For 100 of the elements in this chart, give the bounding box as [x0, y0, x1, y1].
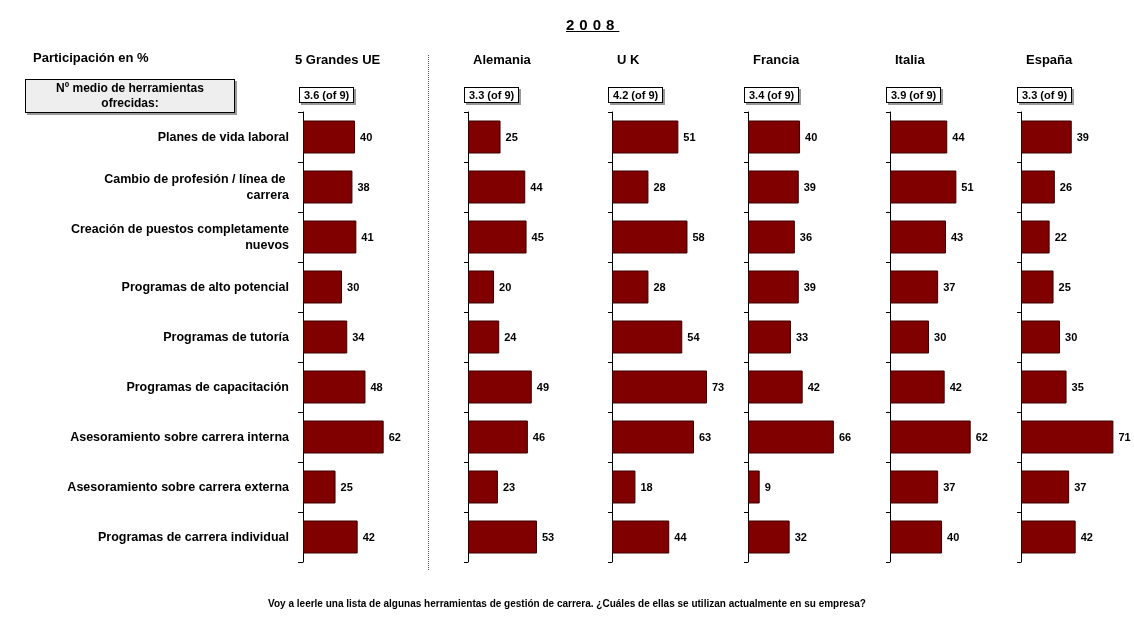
data-label: 24	[504, 331, 518, 343]
bar	[612, 270, 649, 304]
chart-title: Italia	[895, 52, 926, 67]
data-label: 46	[532, 431, 546, 443]
y-tick-label: Cambio de profesión / línea de carrera	[104, 172, 291, 202]
chart-title: Alemania	[473, 52, 532, 67]
bar	[890, 220, 946, 254]
bar	[612, 220, 688, 254]
y-tick-label: Programas de alto potencial	[121, 280, 289, 294]
data-label: 23	[502, 481, 516, 493]
bar	[1021, 420, 1114, 454]
data-label: 71	[1118, 431, 1131, 443]
bar	[468, 320, 500, 354]
bar	[890, 320, 930, 354]
bar	[303, 320, 348, 354]
bar	[748, 520, 790, 554]
data-label: 73	[712, 381, 725, 393]
data-label: 53	[541, 531, 555, 543]
data-label: 42	[1080, 531, 1093, 543]
bar	[890, 120, 948, 154]
bar	[468, 420, 528, 454]
bar	[468, 270, 495, 304]
data-label: 39	[803, 181, 816, 193]
chart-title: Francia	[753, 52, 801, 67]
data-label: 40	[805, 131, 818, 143]
bar	[612, 320, 683, 354]
data-label: 42	[362, 531, 375, 543]
data-label: 39	[1076, 131, 1089, 143]
text: 4.2 (of 9)	[608, 87, 664, 103]
data-label: 58	[692, 231, 705, 243]
data-label: 42	[949, 381, 962, 393]
y-tick-label: Creación de puestos completamente nuevos	[70, 222, 290, 252]
bar	[748, 170, 799, 204]
data-label: 26	[1059, 181, 1073, 193]
y-tick-label: Programas de capacitación	[126, 380, 289, 394]
data-label: 54	[687, 331, 701, 343]
data-label: 28	[653, 181, 666, 193]
data-label: 28	[653, 281, 666, 293]
data-label: 51	[683, 131, 696, 143]
bar	[1021, 120, 1072, 154]
text: 3.6 (of 9)	[299, 87, 355, 103]
data-label: 62	[975, 431, 988, 443]
text: 3.4 (of 9)	[744, 87, 800, 103]
bar	[1021, 470, 1070, 504]
bar	[748, 320, 791, 354]
chart-title: España	[1026, 52, 1074, 67]
bar	[468, 120, 501, 154]
bar	[303, 470, 336, 504]
data-label: 66	[838, 431, 852, 443]
data-label: 30	[934, 331, 947, 343]
bar	[748, 470, 760, 504]
data-label: 37	[1074, 481, 1087, 493]
bar	[890, 170, 957, 204]
bar	[303, 170, 353, 204]
data-label: 51	[961, 181, 974, 193]
data-label: 48	[370, 381, 383, 393]
data-label: 33	[795, 331, 809, 343]
bar	[303, 420, 384, 454]
data-label: 45	[531, 231, 544, 243]
bar	[468, 470, 498, 504]
data-label: 20	[499, 281, 512, 293]
y-tick-label: Asesoramiento sobre carrera externa	[67, 480, 291, 494]
data-label: 37	[943, 281, 956, 293]
y-tick-label: Programas de tutoría	[163, 330, 291, 344]
bar	[1021, 370, 1067, 404]
bar	[303, 120, 356, 154]
text: 3.3 (of 9)	[1017, 87, 1073, 103]
text: 3.3 (of 9)	[464, 87, 520, 103]
bar	[468, 220, 527, 254]
bar	[468, 170, 526, 204]
bar	[890, 420, 971, 454]
bar	[1021, 170, 1055, 204]
bar	[303, 370, 366, 404]
data-label: 63	[698, 431, 712, 443]
bar	[612, 170, 649, 204]
bar	[468, 370, 532, 404]
data-label: 49	[536, 381, 550, 393]
data-label: 36	[799, 231, 813, 243]
bar	[1021, 320, 1061, 354]
bar	[748, 270, 799, 304]
data-label: 44	[952, 131, 966, 143]
bar	[612, 470, 636, 504]
bar	[890, 270, 939, 304]
y-tick-label: Planes de vida laboral	[157, 130, 289, 144]
bar	[748, 220, 795, 254]
data-label: 62	[388, 431, 401, 443]
data-label: 40	[360, 131, 373, 143]
data-label: 35	[1071, 381, 1084, 393]
data-label: 18	[640, 481, 653, 493]
data-label: 39	[803, 281, 816, 293]
data-label: 41	[361, 231, 374, 243]
bar	[890, 470, 939, 504]
data-label: 34	[352, 331, 366, 343]
data-label: 42	[807, 381, 820, 393]
data-label: 25	[1058, 281, 1071, 293]
bar	[612, 420, 694, 454]
bar	[1021, 270, 1054, 304]
text: Nº medio de herramientas ofrecidas:	[25, 79, 235, 113]
chart-title: U K	[617, 52, 640, 67]
y-tick-label: Asesoramiento sobre carrera interna	[70, 430, 291, 444]
